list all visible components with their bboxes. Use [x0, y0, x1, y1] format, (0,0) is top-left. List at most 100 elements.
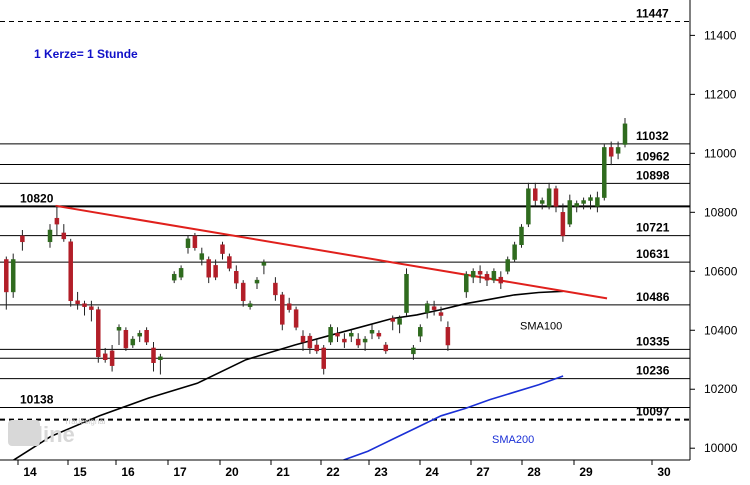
watermark: online Tradesignal	[8, 417, 106, 447]
candle	[533, 182, 538, 207]
candle-body	[254, 279, 260, 284]
candle	[300, 330, 306, 351]
x-tick-label: 22	[326, 465, 340, 479]
candle-body	[68, 241, 73, 302]
candle-body	[438, 312, 444, 316]
candle	[75, 291, 80, 310]
candle	[185, 235, 191, 254]
x-tick-label: 14	[23, 465, 37, 479]
x-axis-panel	[0, 460, 750, 480]
level-label-10486: 10486	[636, 290, 670, 304]
candle	[199, 247, 205, 266]
candle	[158, 353, 163, 375]
candle	[491, 268, 497, 284]
x-tick-label: 24	[425, 465, 439, 479]
candle-body	[96, 309, 101, 358]
candle-body	[335, 332, 340, 337]
candle-body	[588, 197, 593, 201]
candle-body	[567, 200, 573, 225]
candle-body	[307, 335, 313, 349]
candle-body	[595, 197, 600, 207]
candle-body	[240, 282, 246, 302]
candle	[178, 265, 184, 281]
candle	[130, 336, 136, 348]
candle	[355, 333, 361, 348]
candle	[376, 330, 382, 340]
candle-body	[397, 318, 402, 325]
x-tick-label: 30	[657, 465, 671, 479]
candle-body	[328, 327, 333, 343]
candle	[61, 224, 67, 242]
candle-body	[47, 229, 53, 243]
level-label-10335: 10335	[636, 334, 670, 348]
candle-body	[293, 309, 299, 328]
candlesticks	[4, 117, 628, 375]
candle-body	[171, 273, 177, 281]
candle	[254, 277, 260, 289]
candle-body	[376, 332, 382, 337]
candle	[96, 306, 101, 363]
candle-body	[362, 338, 368, 343]
level-label-10721: 10721	[636, 221, 670, 235]
candle-body	[314, 344, 320, 352]
candle	[151, 342, 156, 372]
candle	[526, 182, 531, 228]
candle-interval-annotation: 1 Kerze= 1 Stunde	[34, 47, 138, 61]
candle	[4, 256, 9, 310]
candle	[622, 117, 628, 148]
candle-body	[54, 217, 60, 225]
y-tick-label: 11400	[704, 28, 737, 42]
candle-body	[411, 347, 416, 355]
candle	[574, 200, 579, 213]
candle	[89, 300, 94, 322]
candle	[102, 347, 108, 363]
candle-body	[192, 235, 198, 248]
candle-body	[539, 200, 545, 204]
level-label-10097: 10097	[636, 405, 670, 419]
candle	[477, 265, 483, 284]
candle-body	[286, 303, 292, 310]
candle	[362, 336, 368, 351]
candle	[581, 197, 586, 210]
level-label-10962: 10962	[636, 150, 670, 164]
candle-body	[498, 276, 504, 284]
resistance-trendline	[55, 204, 608, 300]
candle-body	[519, 226, 524, 245]
candle	[445, 321, 451, 351]
candle-body	[622, 123, 628, 145]
y-tick-label: 10400	[704, 323, 738, 337]
candle-body	[206, 259, 211, 278]
candle-body	[10, 259, 16, 293]
candle-body	[615, 147, 621, 154]
level-label-11032: 11032	[636, 129, 669, 143]
candle-body	[144, 330, 149, 343]
watermark-brand: online	[10, 422, 75, 447]
candle-body	[82, 303, 87, 307]
x-tick-label: 27	[476, 465, 490, 479]
candle	[349, 330, 354, 343]
candle	[546, 182, 552, 210]
candle	[47, 224, 53, 248]
level-label-10820: 10820	[20, 191, 54, 205]
candle	[213, 259, 218, 281]
candle-body	[512, 244, 517, 260]
candle	[137, 330, 142, 343]
y-tick-label: 10800	[704, 205, 738, 219]
candle	[602, 144, 607, 201]
series-line-sma200	[343, 375, 564, 461]
candle-body	[470, 271, 476, 278]
candle-body	[20, 235, 25, 243]
x-tick-label: 20	[225, 465, 239, 479]
candle-body	[130, 338, 136, 346]
candle-body	[4, 259, 9, 293]
candle	[335, 327, 340, 343]
candle-body	[608, 147, 614, 157]
x-tick-label: 15	[73, 465, 87, 479]
candle-body	[158, 356, 163, 360]
candle-body	[445, 327, 451, 346]
candle	[505, 256, 510, 275]
candle-body	[404, 273, 409, 313]
level-labels: 11447 11032 10962 10898 10820 10721 10631 10486…	[20, 7, 670, 419]
candle-body	[137, 332, 142, 337]
